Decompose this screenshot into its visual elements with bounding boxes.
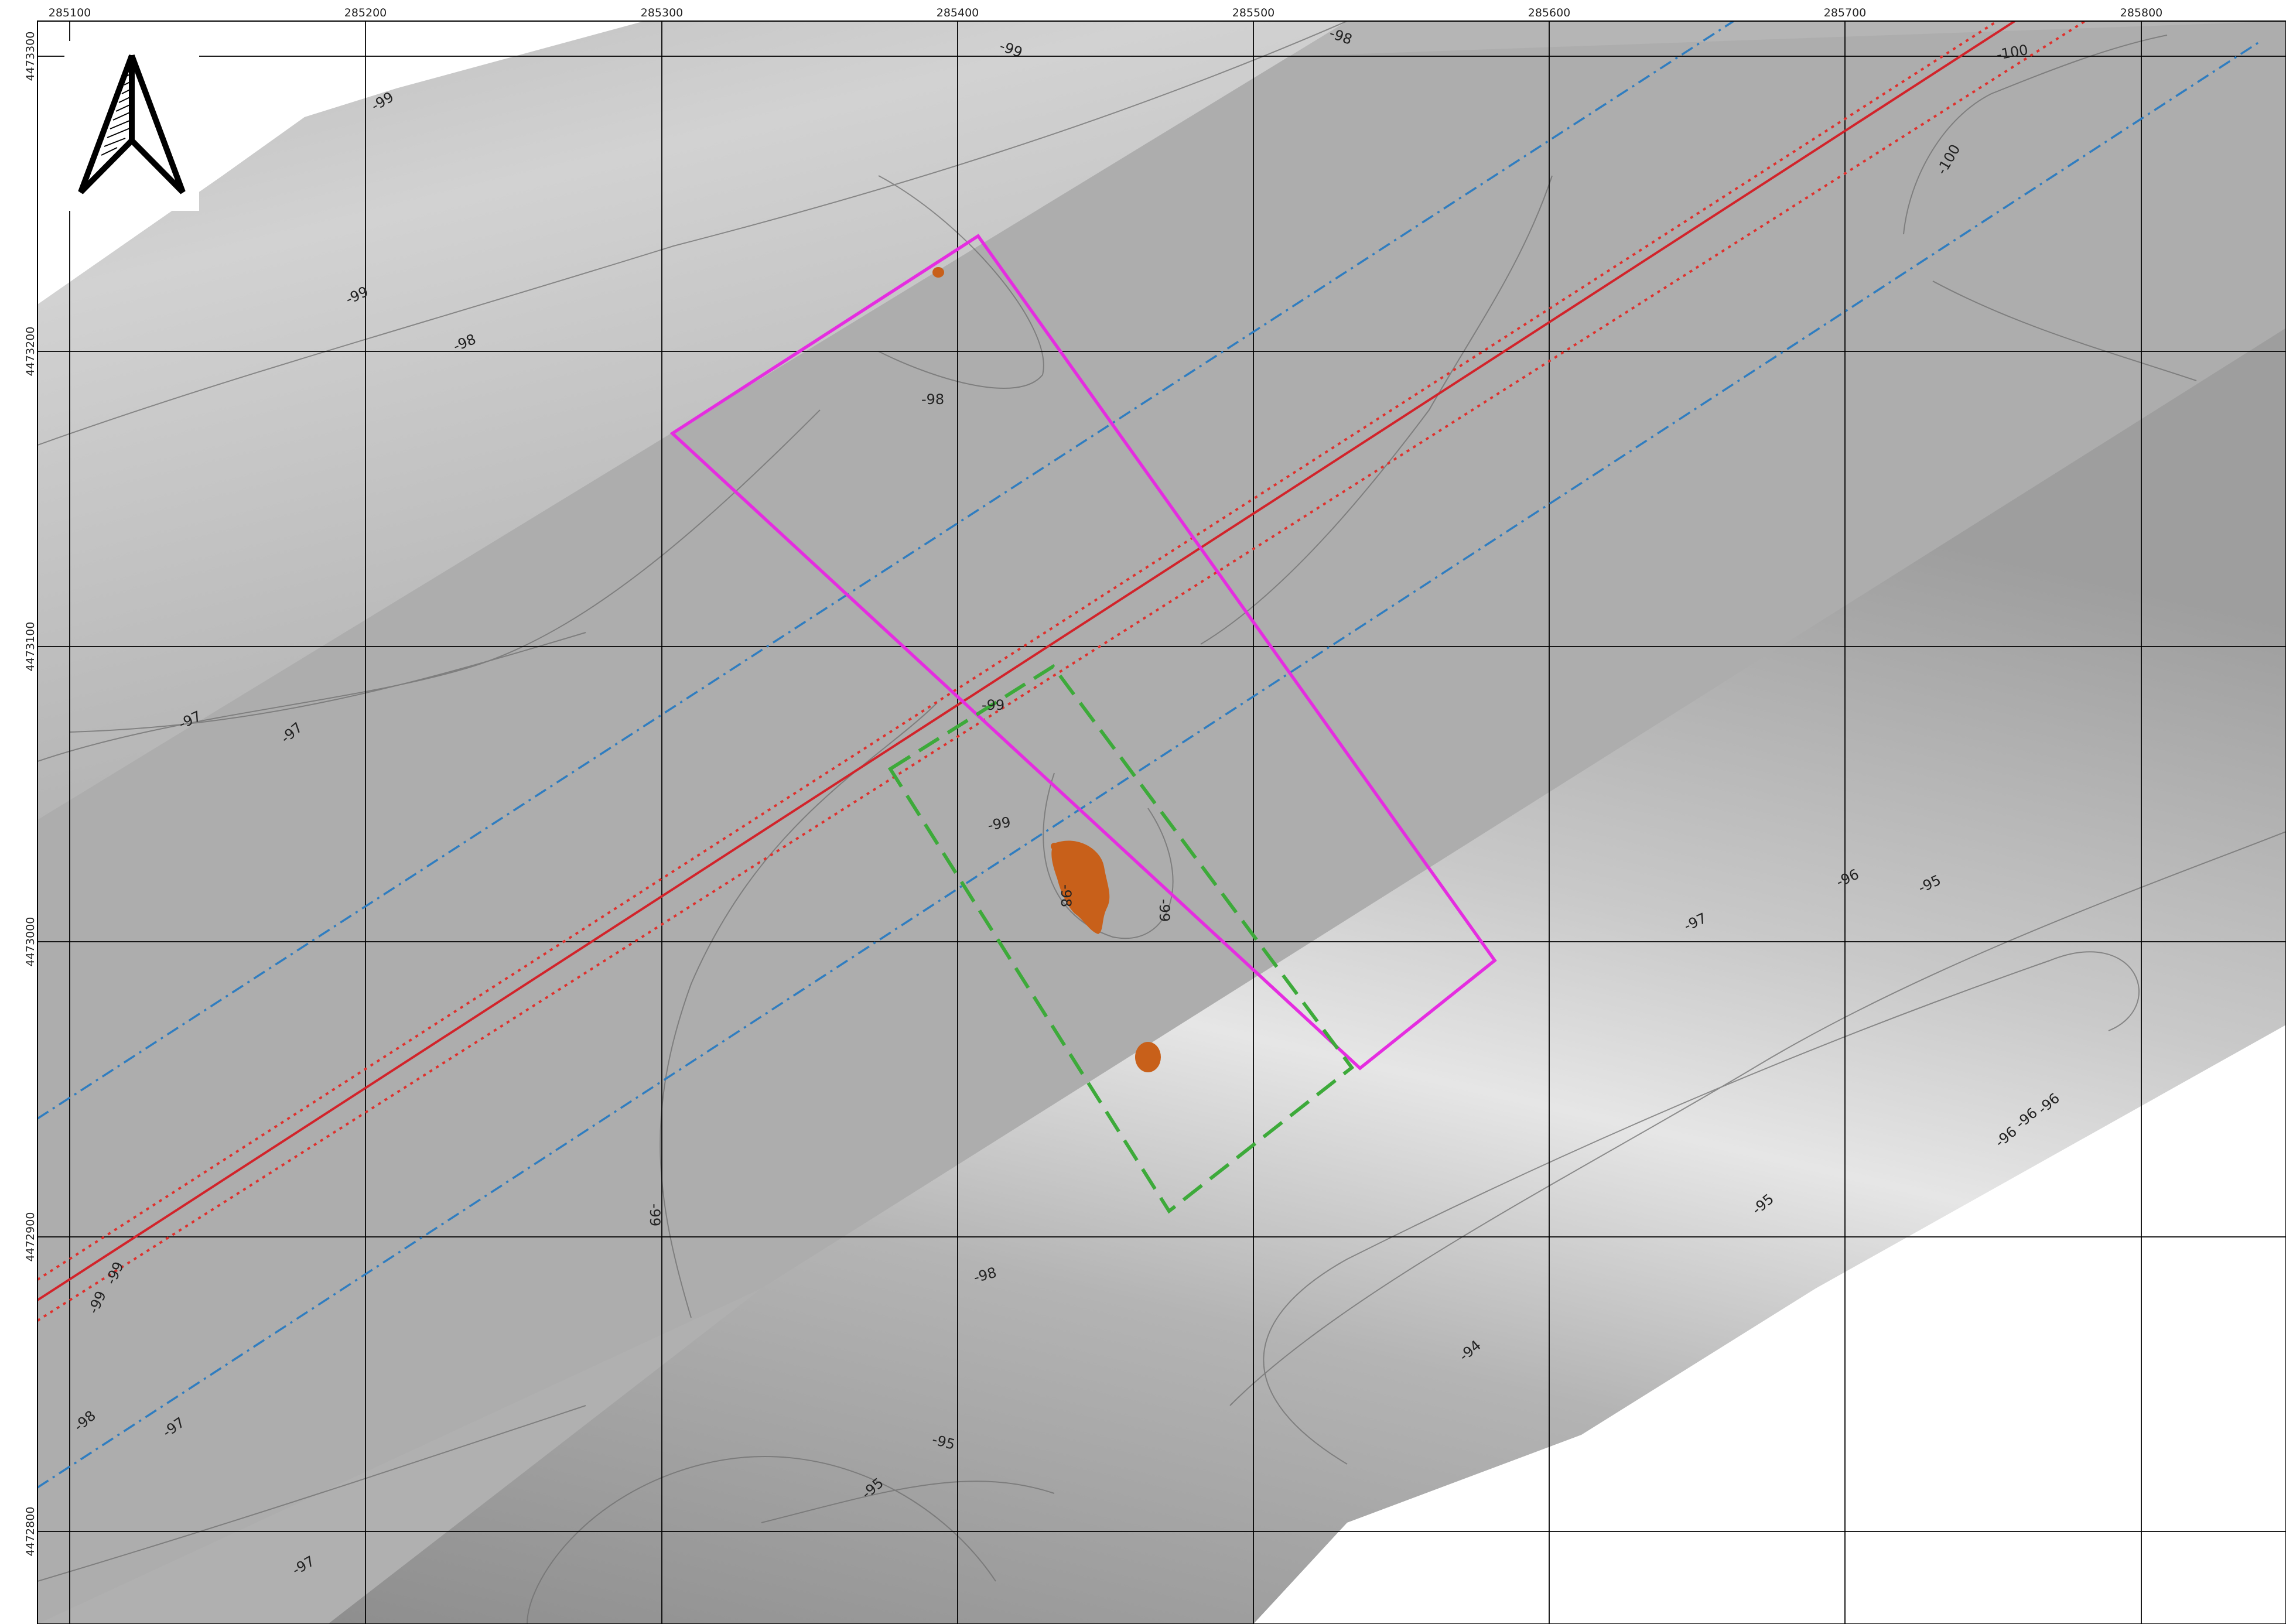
contour-lines [37, 21, 2286, 1624]
north-arrow-icon [64, 41, 199, 211]
y-tick-label: 4473200 [24, 327, 37, 377]
outer-corridor-south [37, 40, 2261, 1489]
x-tick-label: 285300 [641, 6, 684, 19]
x-tick-label: 285700 [1824, 6, 1867, 19]
route-centerline[interactable] [37, 21, 2016, 1301]
x-tick-label: 285100 [49, 6, 91, 19]
route-corridor [37, 21, 2086, 1322]
contour-label: -98 [921, 391, 944, 408]
route-corridor-south [37, 21, 2086, 1322]
y-tick-label: 4473000 [24, 917, 37, 967]
outer-corridor-north [37, 21, 1734, 1120]
y-axis-labels: 4473300 4473200 4473100 4473000 4472900 … [24, 32, 37, 1557]
survey-box[interactable] [669, 234, 1497, 1071]
x-tick-label: 285200 [344, 6, 387, 19]
target-south [1135, 1042, 1161, 1072]
target-center-small [1051, 843, 1058, 850]
x-tick-label: 285500 [1232, 6, 1275, 19]
x-tick-label: 285800 [2120, 6, 2163, 19]
contour-label: -99 [986, 814, 1012, 834]
inner-box[interactable] [887, 664, 1355, 1214]
x-tick-label: 285600 [1528, 6, 1571, 19]
contour-label: -98 [1058, 884, 1074, 907]
contour-label: -99 [1156, 899, 1173, 922]
outer-corridor [37, 21, 2261, 1489]
targets[interactable] [932, 267, 1161, 1072]
target-north [932, 267, 944, 278]
bathymetry-mid-band [37, 21, 2286, 1624]
y-tick-label: 4472900 [24, 1212, 37, 1262]
no-data-area [1253, 1025, 2286, 1624]
x-tick-label: 285400 [937, 6, 979, 19]
contour-label: -99 [647, 1204, 663, 1226]
y-tick-label: 4473100 [24, 622, 37, 672]
target-center [1051, 840, 1110, 934]
x-axis-labels: 285100 285200 285300 285400 285500 28560… [49, 6, 2163, 19]
bathymetry-ridge [328, 328, 2286, 1624]
coordinate-grid [37, 21, 2286, 1624]
y-tick-label: 4473300 [24, 32, 37, 81]
contour-label: -99 [982, 697, 1004, 713]
map-border [37, 20, 2286, 1624]
y-tick-label: 4472800 [24, 1507, 37, 1557]
